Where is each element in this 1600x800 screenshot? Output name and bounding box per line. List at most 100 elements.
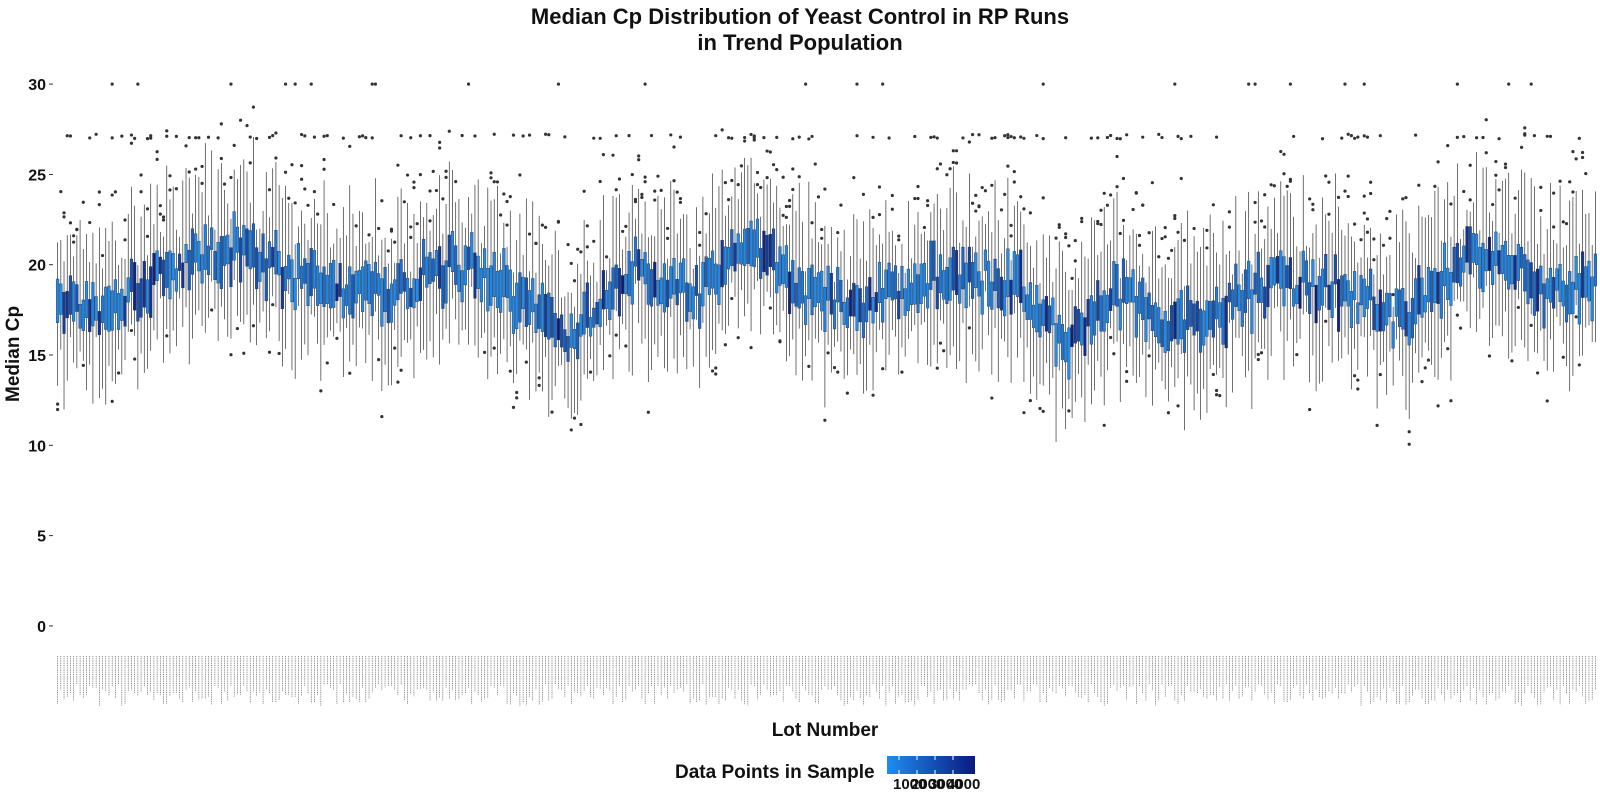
box [219,236,223,290]
outlier-point [704,212,708,216]
outlier-point [210,308,214,312]
box [964,262,968,309]
box [1182,319,1187,353]
outlier-point [1292,134,1296,139]
outlier-point [1269,183,1273,187]
outlier-point [672,145,676,149]
box [858,288,862,323]
box [409,287,413,308]
box [807,267,811,299]
outlier-point [743,139,747,143]
box [832,299,837,330]
box [492,251,496,298]
box [325,274,329,304]
outlier-point [1353,222,1357,226]
box [691,286,695,320]
box [1288,257,1292,290]
outlier-point [890,193,894,198]
outlier-point [951,160,955,165]
outlier-point [1455,82,1459,86]
box [698,293,702,329]
box [1311,259,1315,287]
box [1471,232,1475,263]
y-tick-label: 15 [28,348,46,365]
box [354,270,358,304]
box [78,304,82,329]
box [1580,251,1585,298]
box [486,268,490,312]
outlier-point [1414,133,1418,137]
box [598,298,602,328]
outlier-point [508,195,512,199]
outlier-point [791,137,795,141]
outlier-point [293,82,297,86]
box [720,240,724,288]
outlier-point [585,224,589,228]
box [1356,302,1360,324]
outlier-point [505,199,509,204]
outlier-point [1028,398,1032,403]
outlier-point [81,363,85,367]
outlier-point [322,157,326,162]
box [1192,303,1196,336]
box [293,277,297,311]
outlier-point [110,136,114,140]
outlier-point [1365,230,1370,234]
outlier-point [624,224,628,228]
box [881,288,885,323]
box [1253,272,1257,295]
outlier-point [784,204,788,209]
outlier-point [399,134,403,138]
box [1529,262,1533,299]
outlier-point [1584,171,1588,176]
box [1590,276,1594,322]
outlier-point [1353,374,1357,378]
y-tick-label: 0 [37,619,46,636]
box [1096,280,1100,321]
box [351,274,355,319]
box [149,266,153,318]
box [1465,226,1469,263]
outlier-point [396,380,400,384]
outlier-point [1503,162,1508,166]
outlier-point [1571,190,1575,194]
box [922,262,926,297]
outlier-point [637,158,641,162]
outlier-point [1147,354,1151,358]
box [1375,304,1379,332]
outlier-point [1378,372,1382,377]
outlier-point [540,223,544,227]
box [206,245,211,275]
box [1587,260,1591,302]
box [1526,259,1530,305]
box [239,237,243,283]
outlier-point [194,136,198,140]
outlier-point [229,175,233,180]
outlier-point [396,163,400,167]
outlier-point [1080,216,1084,220]
box [560,314,564,348]
box [662,263,666,313]
outlier-point [1214,135,1219,139]
outlier-point [871,135,875,139]
box [1353,271,1357,300]
box [1051,297,1055,326]
box [1491,251,1495,285]
box [1157,307,1161,344]
outlier-point [861,192,866,196]
box [213,250,217,280]
box [194,233,198,263]
outlier-point [222,182,227,186]
outlier-point [380,414,384,419]
outlier-point [335,336,339,340]
outlier-point [970,201,975,205]
box [576,322,580,360]
box [1048,305,1052,334]
outlier-point [730,136,734,140]
box [129,258,134,292]
outlier-point [1433,184,1437,188]
outlier-point [855,134,859,138]
outlier-point [1468,163,1472,167]
outlier-point [274,156,278,160]
outlier-point [656,174,660,178]
